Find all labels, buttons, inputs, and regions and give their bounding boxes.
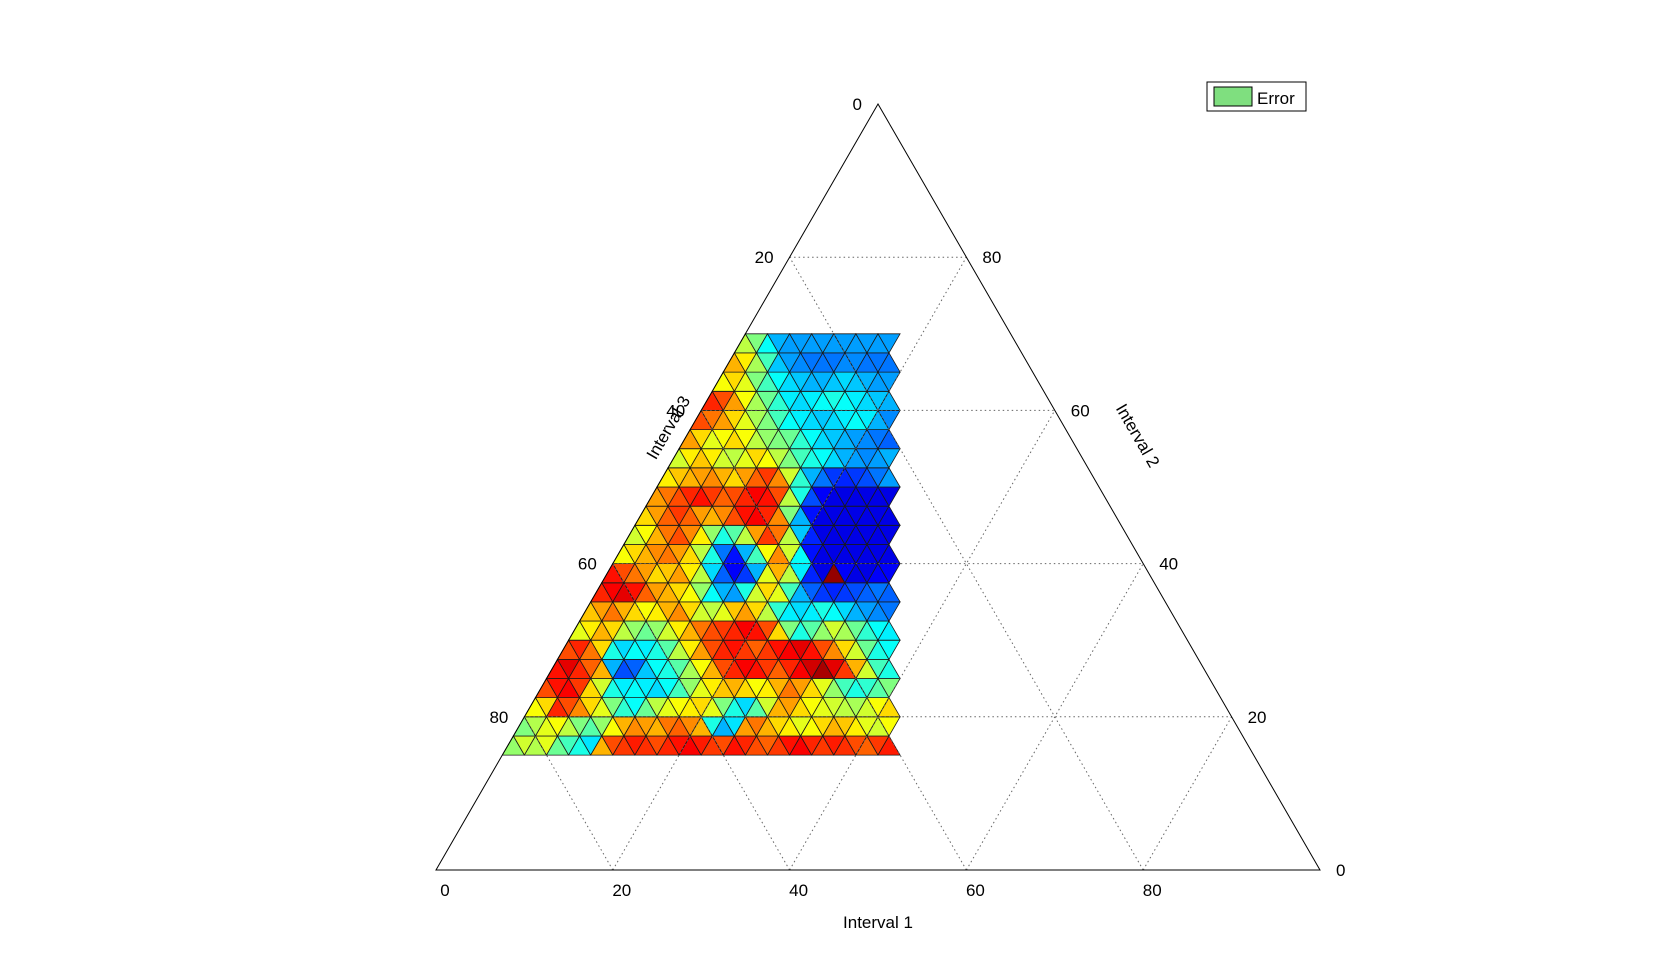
grid-line [612, 256, 967, 871]
grid-lines [523, 256, 1233, 871]
tick-label-interval-2: 40 [1159, 555, 1178, 574]
heatmap-cell [877, 505, 901, 526]
heatmap-cell [877, 352, 901, 373]
legend: Error [1206, 81, 1307, 112]
axis-label-interval-2: Interval 2 [1112, 401, 1163, 471]
heatmap-cell [877, 658, 901, 679]
tick-label-interval-2: 80 [982, 248, 1001, 267]
heatmap-cell [877, 466, 901, 488]
tick-label-interval-1: 80 [1143, 881, 1162, 900]
tick-label-interval-2: 60 [1071, 401, 1090, 420]
grid-line [700, 410, 967, 871]
heatmap-cell [877, 390, 901, 411]
tick-label-interval-1: 20 [612, 881, 631, 900]
heatmap-cell [877, 333, 901, 354]
tick-label-interval-3: 60 [578, 555, 597, 574]
tick-label-interval-3: 40 [666, 401, 685, 420]
tick-label-interval-1: 0 [440, 881, 449, 900]
heatmap-cell [877, 428, 901, 450]
tick-label-interval-2: 20 [1248, 708, 1267, 727]
triangle-outline [435, 102, 1321, 871]
axis-label-interval-1: Interval 1 [843, 913, 913, 932]
legend-swatch [1213, 86, 1253, 107]
tick-label-interval-2: 0 [1336, 861, 1345, 880]
heatmap-cell [877, 543, 901, 564]
grid-line [789, 256, 1144, 871]
tick-label-interval-1: 60 [966, 881, 985, 900]
heatmap-cell [877, 735, 901, 756]
heatmap-cells [501, 332, 901, 756]
tick-labels: 0 20 40 60 80 0 20 40 60 80 0 20 40 60 80 [440, 95, 1345, 900]
grid-line [612, 563, 791, 871]
tick-label-interval-1: 40 [789, 881, 808, 900]
tick-label-interval-3: 80 [489, 708, 508, 727]
grid-line [789, 410, 1056, 871]
triangle-frame [435, 102, 1321, 871]
tick-label-interval-3: 20 [755, 248, 774, 267]
tick-label-interval-3: 0 [853, 95, 862, 114]
heatmap-cell [877, 620, 901, 641]
heatmap-cell [877, 582, 901, 603]
grid-line [1142, 716, 1233, 871]
legend-label: Error [1257, 89, 1295, 108]
